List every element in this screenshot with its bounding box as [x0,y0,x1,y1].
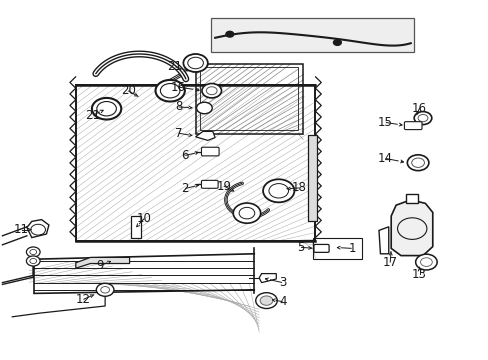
FancyBboxPatch shape [201,180,218,188]
Circle shape [202,84,221,98]
FancyBboxPatch shape [313,244,328,252]
Circle shape [407,155,428,171]
Polygon shape [378,227,388,254]
Text: 16: 16 [171,81,185,94]
Polygon shape [76,257,129,268]
Circle shape [333,40,341,45]
Bar [211,18,413,52]
Circle shape [26,256,40,266]
Text: 1: 1 [347,242,355,255]
Polygon shape [259,274,276,283]
Polygon shape [390,200,432,256]
Text: 17: 17 [382,256,397,269]
Text: 6: 6 [181,149,188,162]
Text: 16: 16 [411,102,426,114]
Polygon shape [27,220,49,238]
Text: 10: 10 [137,212,151,225]
Text: 20: 20 [121,84,135,97]
Bar [312,238,361,259]
Text: 15: 15 [377,116,392,129]
Polygon shape [195,131,215,140]
Text: 19: 19 [216,180,231,193]
Text: 11: 11 [14,223,28,236]
Circle shape [196,102,212,114]
Text: 4: 4 [278,295,286,308]
Bar [195,64,303,134]
Text: 5: 5 [296,241,304,254]
Circle shape [263,179,294,202]
Text: 12: 12 [76,293,90,306]
Text: 2: 2 [181,182,188,195]
Circle shape [155,80,184,102]
Circle shape [233,203,260,223]
Text: 9: 9 [96,259,104,272]
Circle shape [415,254,436,270]
Bar [76,85,315,241]
Circle shape [255,293,277,309]
Bar [131,216,141,238]
Text: 18: 18 [291,181,306,194]
Circle shape [96,283,114,296]
Text: 8: 8 [174,100,182,113]
Bar [200,67,298,130]
Circle shape [183,54,207,72]
Circle shape [413,112,431,125]
FancyBboxPatch shape [404,122,421,130]
Text: 13: 13 [411,268,426,281]
Text: 14: 14 [377,152,392,165]
Circle shape [260,296,272,305]
Text: 21: 21 [167,60,182,73]
Text: 3: 3 [278,276,286,289]
Bar [405,194,417,203]
Bar [307,135,316,221]
Text: 21: 21 [85,109,100,122]
FancyBboxPatch shape [201,147,219,156]
Circle shape [26,247,40,257]
Circle shape [92,98,121,120]
Circle shape [225,31,233,37]
Text: 7: 7 [174,127,182,140]
